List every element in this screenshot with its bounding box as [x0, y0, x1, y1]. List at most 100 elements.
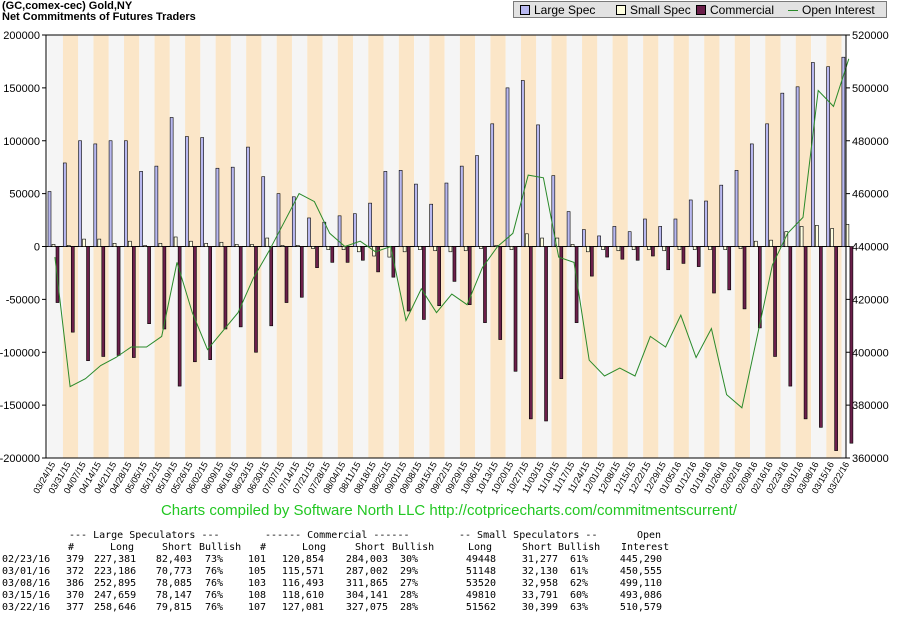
- table-cell-c-n: 107: [248, 602, 267, 613]
- large-spec-bar: [78, 140, 82, 247]
- large-spec-bar: [62, 162, 67, 247]
- large-spec-bar: [368, 202, 372, 247]
- large-spec-bar: [826, 66, 830, 247]
- small-spec-bar: [509, 246, 514, 250]
- commercial-bar: [544, 246, 548, 422]
- small-spec-bar: [631, 246, 636, 250]
- table-cell-c-n: 105: [248, 566, 267, 577]
- commercial-bar: [361, 246, 365, 261]
- col-header-long1: Long: [110, 542, 135, 553]
- credit-line: Charts compiled by Software North LLC ht…: [160, 502, 738, 519]
- commercial-bar: [483, 246, 487, 323]
- small-spec-bar: [815, 225, 819, 247]
- commercial-bar: [147, 246, 151, 324]
- small-spec-bar: [570, 244, 575, 247]
- cot-chart: 200000150000100000500000-50000-100000-15…: [0, 30, 889, 495]
- large-spec-bar: [704, 200, 708, 247]
- col-header-bullish3: Bullish: [558, 542, 601, 553]
- small-spec-bar: [173, 236, 178, 247]
- table-cell-c-short: 304,141: [345, 590, 388, 601]
- commercial-bar: [345, 246, 350, 263]
- table-cell-oi: 493,086: [619, 590, 662, 601]
- table-cell-c-n: 101: [248, 554, 267, 565]
- large-spec-bar: [200, 137, 204, 247]
- large-spec-bar: [169, 117, 174, 247]
- large-spec-bar: [841, 56, 846, 247]
- table-cell-c-long: 120,854: [281, 554, 324, 565]
- large-spec-bar: [383, 171, 388, 247]
- commercial-bar: [101, 246, 106, 357]
- large-spec-bar: [246, 146, 250, 247]
- left-tick-label: -100000: [0, 347, 40, 359]
- commercial-bar: [422, 246, 426, 320]
- table-cell-ls-long: 223,186: [94, 566, 137, 577]
- col-header-interest: Interest: [621, 542, 670, 553]
- x-axis-ticks: 03/24/1503/31/1504/07/1504/14/1504/21/15…: [31, 460, 851, 495]
- large-spec-bar: [108, 140, 113, 247]
- commercial-bar: [834, 246, 838, 451]
- table-cell-ss-bull: 63%: [570, 602, 589, 613]
- commercial-bar: [788, 246, 793, 387]
- open-interest-line: [54, 58, 850, 409]
- large-spec-bar: [459, 165, 464, 247]
- small-spec-bar: [357, 246, 361, 253]
- commercial-bar: [437, 246, 441, 307]
- table-cell-ls-n: 370: [66, 590, 85, 601]
- small-spec-bar: [51, 244, 56, 247]
- table-cell-ls-n: 379: [66, 554, 85, 565]
- large-spec-bar: [215, 167, 220, 247]
- left-tick-label: 200000: [3, 30, 40, 42]
- right-tick-label: 520000: [852, 30, 889, 42]
- table-cell-ls-short: 79,815: [155, 602, 192, 613]
- commercial-bar: [666, 246, 670, 271]
- chart-subtitle: Net Commitments of Futures Traders: [2, 11, 196, 23]
- commercial-bar: [238, 246, 243, 328]
- table-cell-ls-long: 258,646: [94, 602, 137, 613]
- table-cell-ss-bull: 60%: [570, 590, 589, 601]
- small-spec-bar: [295, 245, 300, 247]
- commercial-bar: [803, 246, 808, 420]
- large-spec-bar: [673, 218, 678, 247]
- table-cell-ls-long: 252,895: [94, 578, 137, 589]
- table-cell-ls-n: 377: [66, 602, 85, 613]
- commercial-bar: [773, 246, 777, 357]
- large-spec-bar: [780, 92, 785, 247]
- large-spec-bar: [811, 62, 815, 247]
- legend-commercial-label: Commercial: [710, 3, 775, 17]
- large-spec-bar: [627, 231, 632, 247]
- col-header-long3: Long: [468, 542, 493, 553]
- table-cell-ls-bull: 73%: [205, 554, 224, 565]
- large-spec-bar: [475, 155, 479, 247]
- right-axis-ticks: 520000 500000 480000 460000 440000 420000 4000…: [846, 30, 889, 465]
- commercial-bar: [116, 246, 121, 356]
- col-header-short1: Short: [162, 542, 193, 553]
- small-spec-bar: [387, 246, 392, 258]
- legend-open-interest: Open Interest: [788, 3, 875, 17]
- legend-small-spec-label: Small Spec: [630, 3, 691, 17]
- small-spec-bar: [158, 243, 163, 247]
- small-spec-bar: [189, 240, 193, 247]
- small-spec-bar: [723, 246, 728, 250]
- commercial-bar: [177, 246, 182, 387]
- commercial-bar: [757, 246, 762, 329]
- legend: Large Spec Small Spec Commercial Open In…: [513, 1, 887, 18]
- large-spec-bar: [566, 211, 571, 247]
- large-spec-bar: [688, 199, 693, 247]
- small-spec-bar: [601, 246, 605, 250]
- small-spec-bar: [799, 226, 804, 247]
- commercial-bar: [208, 246, 212, 360]
- small-spec-bar: [708, 246, 712, 250]
- table-cell-oi: 499,110: [619, 578, 662, 589]
- group-header-open: Open: [637, 530, 662, 541]
- large-spec-bar: [322, 221, 327, 247]
- right-tick-label: 500000: [852, 83, 889, 95]
- table-cell-ls-long: 247,659: [94, 590, 137, 601]
- commercial-bar: [590, 246, 594, 277]
- small-spec-bar: [753, 240, 758, 247]
- small-spec-bar: [66, 245, 71, 247]
- small-spec-bar: [112, 243, 117, 247]
- large-spec-bar: [47, 191, 52, 247]
- table-cell-ls-bull: 76%: [205, 602, 224, 613]
- commercial-bar: [269, 246, 274, 327]
- large-spec-bar: [414, 183, 418, 247]
